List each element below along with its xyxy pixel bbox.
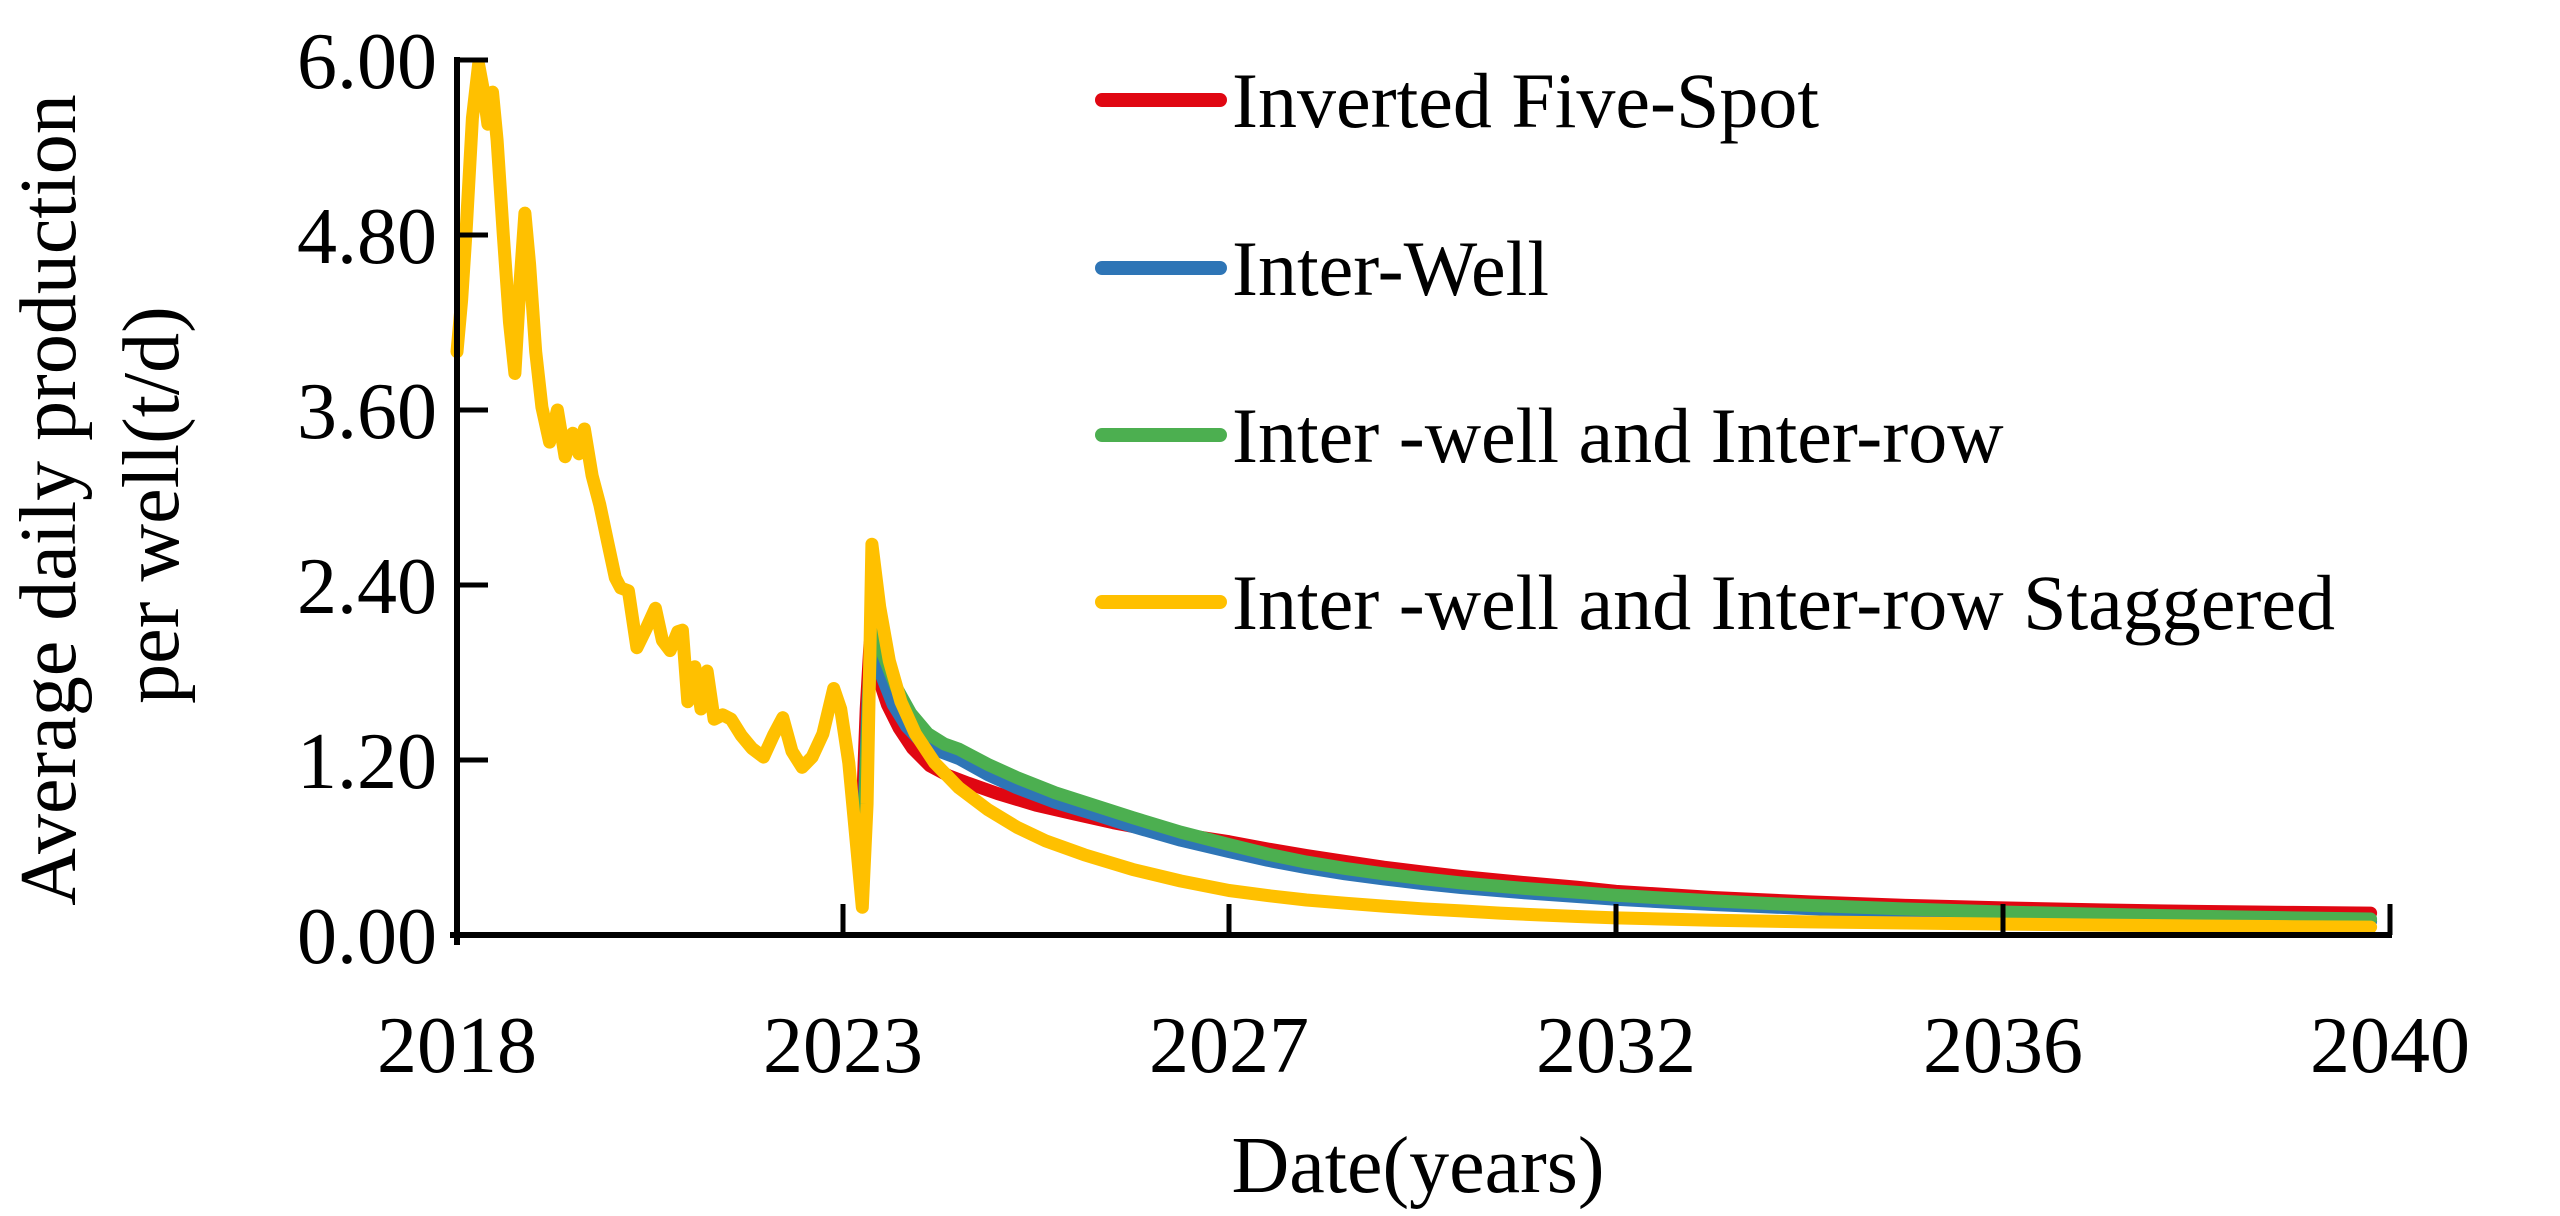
- series-line-inter-well: [856, 629, 2378, 928]
- series-line-inter-well-and-inter-row-staggered: [450, 57, 2378, 934]
- y-tick-label: 6.00: [297, 18, 437, 106]
- series-line-inter-well-and-inter-row: [857, 600, 2378, 926]
- y-axis-title-line1: Average daily production: [5, 94, 93, 906]
- x-tick-label: 2027: [1149, 1002, 1309, 1090]
- legend-label: Inverted Five-Spot: [1232, 57, 1819, 144]
- x-tick-label: 2036: [1923, 1002, 2083, 1090]
- x-axis-tick-labels: 2018 2023 2027 2032 2036 2040: [377, 1002, 2470, 1090]
- series-line-inverted-five-spot: [855, 636, 2378, 920]
- y-tick-label: 1.20: [297, 718, 437, 806]
- legend-label: Inter -well and Inter-row: [1232, 392, 2004, 479]
- x-axis-title: Date(years): [1231, 1122, 1604, 1210]
- legend-label: Inter-Well: [1232, 225, 1549, 312]
- chart-legend: Inverted Five-Spot Inter-Well Inter -well …: [1095, 57, 2335, 646]
- y-tick-label: 4.80: [297, 193, 437, 281]
- y-axis-title-line2: per well(t/d): [108, 306, 196, 704]
- legend-label: Inter -well and Inter-row Staggered: [1232, 559, 2335, 646]
- axes: [450, 57, 2393, 945]
- y-tick-label: 3.60: [297, 368, 437, 456]
- legend-item-inter-well: Inter-Well: [1095, 225, 1549, 312]
- y-tick-label: 2.40: [297, 543, 437, 631]
- series-lines: [450, 57, 2378, 934]
- legend-item-inverted-five-spot: Inverted Five-Spot: [1095, 57, 1819, 144]
- legend-item-inter-well-and-inter-row-staggered: Inter -well and Inter-row Staggered: [1095, 559, 2335, 646]
- y-axis-tick-labels: 6.00 4.80 3.60 2.40 1.20 0.00: [297, 18, 437, 981]
- y-tick-label: 0.00: [297, 893, 437, 981]
- x-tick-label: 2018: [377, 1002, 537, 1090]
- x-tick-label: 2023: [763, 1002, 923, 1090]
- legend-item-inter-well-and-inter-row: Inter -well and Inter-row: [1095, 392, 2004, 479]
- x-tick-label: 2040: [2310, 1002, 2470, 1090]
- x-tick-label: 2032: [1536, 1002, 1696, 1090]
